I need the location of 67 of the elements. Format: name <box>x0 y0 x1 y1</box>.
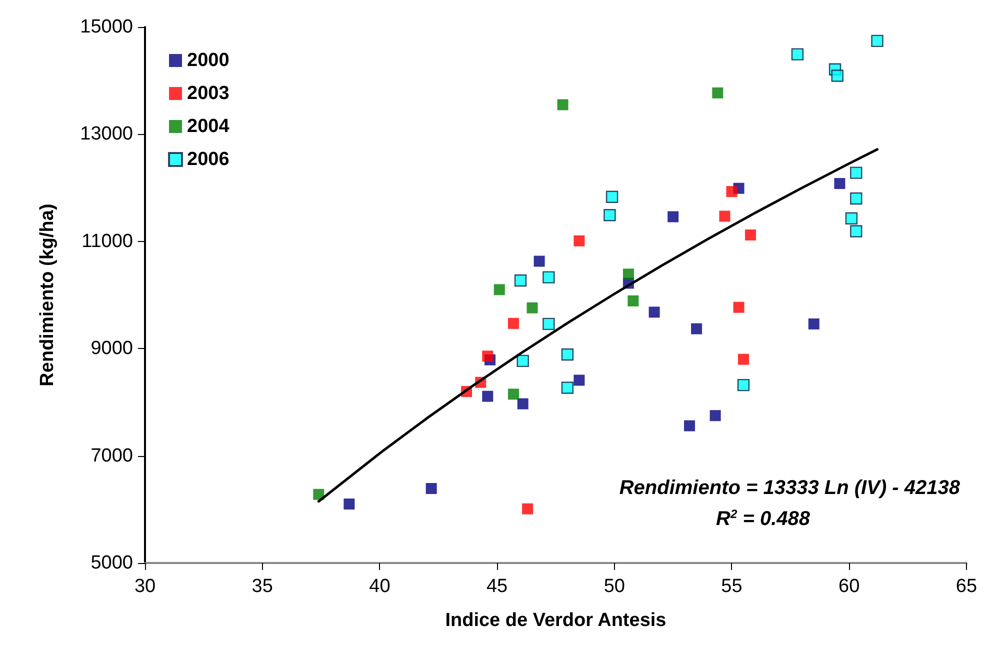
point <box>561 382 574 394</box>
point <box>834 178 846 190</box>
point <box>516 354 529 368</box>
point <box>574 374 585 386</box>
x-tick-label: 45 <box>486 576 508 597</box>
point <box>719 210 730 222</box>
point <box>604 209 616 222</box>
point <box>517 398 528 410</box>
y-tick-label: 5000 <box>90 552 133 574</box>
point <box>737 378 750 392</box>
point <box>845 212 858 224</box>
point <box>710 410 721 422</box>
point <box>526 302 538 314</box>
x-tick-label: 30 <box>134 576 156 597</box>
y-tick-label: 15000 <box>80 16 133 38</box>
y-tick-label: 9000 <box>90 338 133 360</box>
x-tick-label: 60 <box>838 576 860 597</box>
point <box>606 190 618 204</box>
y-tick-label: 11000 <box>82 230 133 252</box>
point <box>561 348 574 361</box>
legend-label: 2006 <box>187 149 230 170</box>
point <box>542 318 555 330</box>
point <box>542 271 555 284</box>
point <box>628 295 639 306</box>
point <box>344 498 355 510</box>
point <box>508 388 519 400</box>
x-axis-title: Indice de Verdor Antesis <box>445 610 666 631</box>
y-tick-label: 7000 <box>90 445 133 466</box>
y-axis-title: Rendimiento (kg/ha) <box>37 204 58 386</box>
point <box>514 274 527 287</box>
point <box>808 318 820 330</box>
point <box>738 354 749 365</box>
point <box>313 488 324 500</box>
x-tick-label: 35 <box>252 576 273 597</box>
point <box>508 318 519 329</box>
annotation: Rendimiento = 13333 Ln (IV) - 42138 <box>619 477 961 499</box>
point <box>850 225 862 238</box>
point <box>494 284 505 296</box>
legend-label: 2004 <box>187 116 230 137</box>
legend-label: 2000 <box>187 50 230 71</box>
x-tick-label: 50 <box>604 576 625 597</box>
point <box>791 48 804 60</box>
point <box>850 192 862 205</box>
point <box>668 211 679 222</box>
point <box>726 186 738 198</box>
point <box>691 323 702 334</box>
x-tick-label: 55 <box>721 576 742 597</box>
point <box>850 166 862 179</box>
point <box>622 268 634 280</box>
point <box>648 306 660 318</box>
point <box>522 503 534 514</box>
point <box>712 87 724 98</box>
point <box>684 420 695 432</box>
point <box>482 390 494 402</box>
point <box>574 235 585 246</box>
y-tick-label: 13000 <box>80 124 133 145</box>
x-tick-label: 65 <box>956 576 978 597</box>
point <box>557 99 568 110</box>
point <box>482 350 494 362</box>
point <box>733 302 744 313</box>
point <box>534 256 545 267</box>
point <box>831 70 844 82</box>
x-tick-label: 40 <box>369 576 390 597</box>
point <box>745 229 756 240</box>
point <box>426 482 437 494</box>
point <box>871 34 884 48</box>
legend-label: 2003 <box>187 83 230 104</box>
